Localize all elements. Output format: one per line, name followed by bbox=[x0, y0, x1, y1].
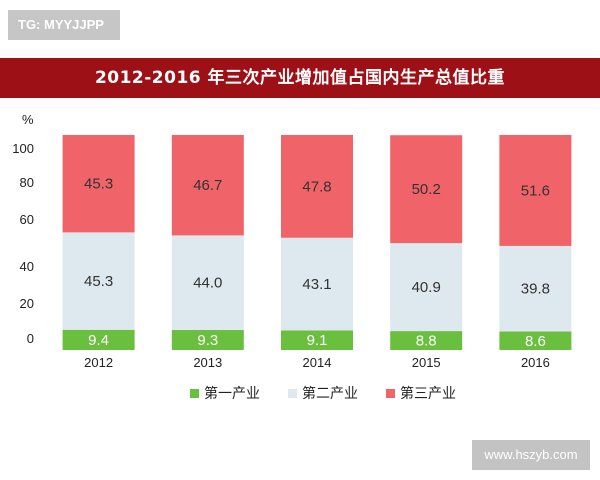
bar-segment-1 bbox=[390, 331, 463, 350]
bar-segment-1 bbox=[171, 330, 244, 350]
legend-label: 第一产业 bbox=[204, 385, 260, 402]
y-tick-label: 60 bbox=[20, 212, 34, 227]
watermark-top: TG: MYYJJPP bbox=[8, 10, 120, 40]
y-tick-label: 20 bbox=[20, 296, 34, 311]
legend-label: 第三产业 bbox=[400, 385, 456, 402]
bar-segment-2 bbox=[281, 237, 353, 331]
x-tick-label: 2013 bbox=[193, 355, 222, 370]
legend-swatch bbox=[288, 389, 297, 398]
data-label: 40.9 bbox=[412, 279, 441, 296]
data-label: 45.3 bbox=[84, 176, 113, 193]
data-label: 50.2 bbox=[412, 181, 441, 198]
y-tick-label: 0 bbox=[27, 331, 34, 346]
bar-segment-2 bbox=[390, 243, 463, 332]
data-label: 51.6 bbox=[521, 182, 550, 199]
y-axis-unit: % bbox=[22, 112, 34, 127]
legend-swatch bbox=[386, 389, 395, 398]
bar-segment-2 bbox=[171, 235, 244, 331]
bar-segment-3 bbox=[281, 135, 353, 238]
bar-segment-2 bbox=[499, 245, 572, 332]
watermark-bottom: www.hszyb.com bbox=[472, 440, 590, 470]
data-label: 8.6 bbox=[525, 333, 546, 350]
data-label: 8.8 bbox=[416, 333, 437, 350]
data-label: 47.8 bbox=[302, 178, 331, 195]
data-label: 46.7 bbox=[193, 177, 222, 194]
x-tick-label: 2016 bbox=[521, 355, 550, 370]
data-label: 44.0 bbox=[193, 275, 222, 292]
legend-label: 第二产业 bbox=[302, 385, 358, 402]
data-label: 9.3 bbox=[197, 332, 218, 349]
x-tick-label: 2015 bbox=[412, 355, 441, 370]
bar-segment-1 bbox=[281, 330, 353, 350]
bar-segment-2 bbox=[62, 232, 135, 330]
data-label: 39.8 bbox=[521, 281, 550, 298]
bar-segment-1 bbox=[62, 329, 135, 350]
data-label: 43.1 bbox=[302, 276, 331, 293]
data-label: 9.1 bbox=[307, 332, 328, 349]
bar-segment-3 bbox=[62, 135, 135, 233]
x-tick-label: 2012 bbox=[84, 355, 113, 370]
legend-swatch bbox=[190, 389, 199, 398]
y-tick-label: 100 bbox=[12, 141, 34, 156]
bar-segment-3 bbox=[390, 135, 463, 244]
y-tick-label: 80 bbox=[20, 175, 34, 190]
data-label: 9.4 bbox=[88, 332, 109, 349]
bar-segment-3 bbox=[171, 135, 244, 236]
bar-segment-1 bbox=[499, 331, 572, 350]
bar-segment-3 bbox=[499, 135, 572, 246]
chart-title: 2012-2016 年三次产业增加值占国内生产总值比重 bbox=[0, 58, 600, 98]
data-label: 45.3 bbox=[84, 273, 113, 290]
y-tick-label: 40 bbox=[20, 259, 34, 274]
x-tick-label: 2014 bbox=[303, 355, 332, 370]
